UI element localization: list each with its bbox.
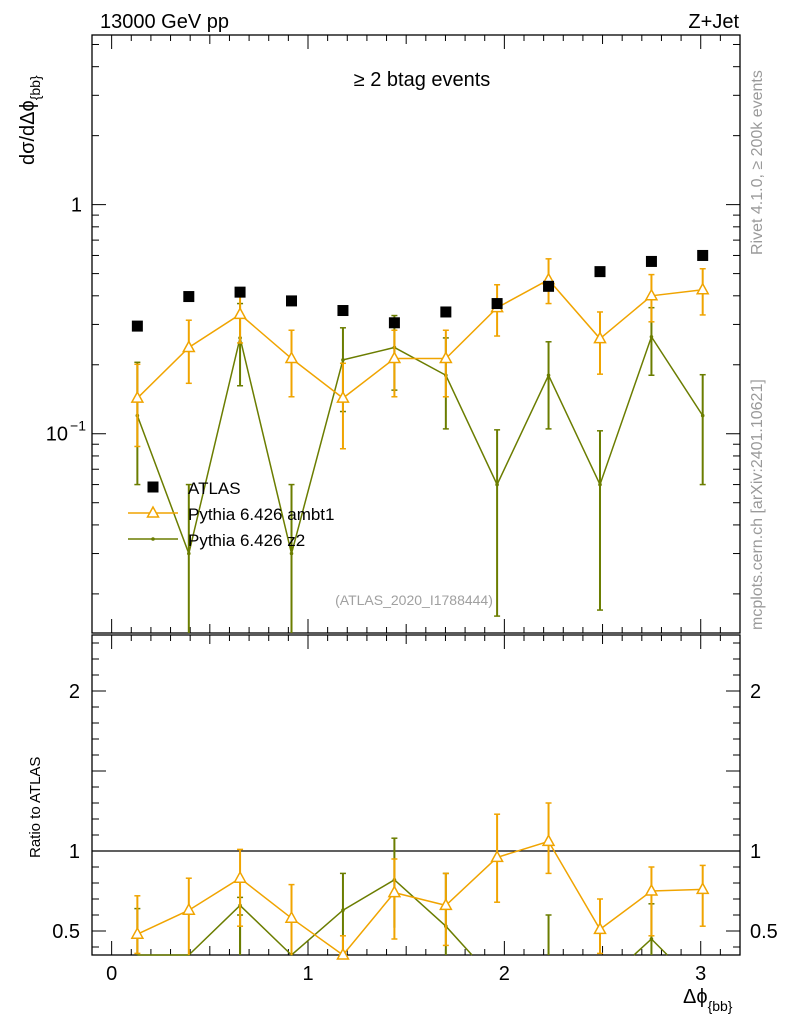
- x-tick-label: 2: [499, 963, 510, 985]
- header-right: Z+Jet: [688, 11, 739, 33]
- ratio-point: [130, 926, 145, 939]
- data-point: [697, 249, 709, 261]
- data-point: [284, 350, 299, 364]
- x-axis-label: Δϕ{bb}: [683, 986, 733, 1014]
- ratio-point: [233, 870, 247, 883]
- ratio-point: [541, 833, 556, 847]
- x-tick-label: 1: [302, 963, 313, 985]
- data-point: [439, 350, 453, 364]
- ratio-point: [695, 881, 710, 895]
- data-point: [182, 339, 196, 353]
- ratio-point: [644, 883, 659, 896]
- data-point: [388, 317, 400, 329]
- x-tick-label: 3: [695, 963, 706, 985]
- ratio-point: [182, 902, 196, 915]
- data-point: [131, 320, 143, 332]
- ratio-point: [284, 910, 299, 923]
- ratio-y-axis-label: Ratio to ATLAS: [27, 757, 44, 858]
- data-point: [593, 331, 607, 344]
- ratio-panel: 0 1 2 3 0.5 0.5 1 1 2 2: [52, 634, 778, 985]
- series-line: [136, 278, 703, 400]
- rivet-label: Rivet 4.1.0, ≥ 200k events: [749, 70, 766, 255]
- ratio-y-tick-label-right: 1: [750, 841, 761, 863]
- legend-label: Pythia 6.426 z2: [188, 531, 305, 550]
- y-axis-label: dσ/dΔϕ{bb}: [17, 75, 43, 165]
- data-point: [234, 286, 246, 298]
- data-point: [644, 288, 659, 301]
- data-point: [645, 255, 657, 267]
- ratio-point: [490, 849, 504, 863]
- ratio-point: [387, 885, 402, 898]
- ratio-point: [439, 897, 453, 911]
- main-panel: 1 10 −1: [46, 34, 741, 634]
- ratio-y-tick-label: 2: [69, 681, 80, 703]
- data-point: [187, 551, 191, 556]
- legend-label: ATLAS: [188, 479, 241, 498]
- header-left: 13000 GeV pp: [100, 11, 229, 33]
- data-point: [546, 373, 551, 378]
- ratio-point: [649, 937, 654, 941]
- ratio-series-line: [137, 878, 473, 957]
- x-tick-label: 0: [106, 963, 117, 985]
- legend-marker: [151, 537, 155, 541]
- ratio-y-tick-label-right: 2: [750, 681, 761, 703]
- analysis-label: (ATLAS_2020_I1788444): [335, 592, 493, 608]
- data-point: [440, 306, 452, 318]
- data-point: [387, 350, 402, 364]
- data-point: [130, 390, 145, 403]
- main-frame: [91, 34, 741, 634]
- ratio-point: [341, 908, 345, 912]
- ratio-y-tick-label: 0.5: [52, 921, 80, 943]
- data-point: [233, 306, 247, 320]
- data-point: [336, 390, 350, 403]
- data-point: [337, 305, 349, 317]
- data-point: [183, 291, 195, 303]
- legend-label: Pythia 6.426 ambt1: [188, 505, 334, 524]
- legend-marker: [147, 481, 159, 493]
- data-point: [286, 295, 298, 307]
- ratio-point: [593, 921, 607, 935]
- data-point: [594, 266, 606, 278]
- data-point: [598, 482, 602, 487]
- mcplots-label: mcplots.cern.ch [arXiv:2401.10621]: [749, 379, 766, 630]
- y-tick-label: 10: [46, 424, 68, 446]
- data-point: [495, 482, 499, 487]
- data-point: [649, 334, 654, 339]
- ratio-point: [336, 947, 350, 960]
- ratio-frame: [91, 634, 741, 956]
- legend: ATLAS Pythia 6.426 ambt1 Pythia 6.426 z2: [128, 479, 334, 550]
- y-tick-label: 1: [71, 195, 82, 217]
- data-point: [491, 298, 503, 310]
- legend-marker: [146, 505, 160, 518]
- y-tick-label-exponent: −1: [70, 418, 86, 434]
- data-point: [341, 358, 345, 362]
- ratio-y-tick-label-right: 0.5: [750, 921, 778, 943]
- chart-title: ≥ 2 btag events: [354, 69, 491, 91]
- data-point: [543, 280, 555, 292]
- data-point: [700, 413, 705, 418]
- data-point: [695, 282, 710, 295]
- ratio-y-tick-label: 1: [69, 841, 80, 863]
- data-point: [289, 551, 294, 556]
- ratio-series-line: [137, 840, 703, 957]
- series-line: [136, 335, 704, 557]
